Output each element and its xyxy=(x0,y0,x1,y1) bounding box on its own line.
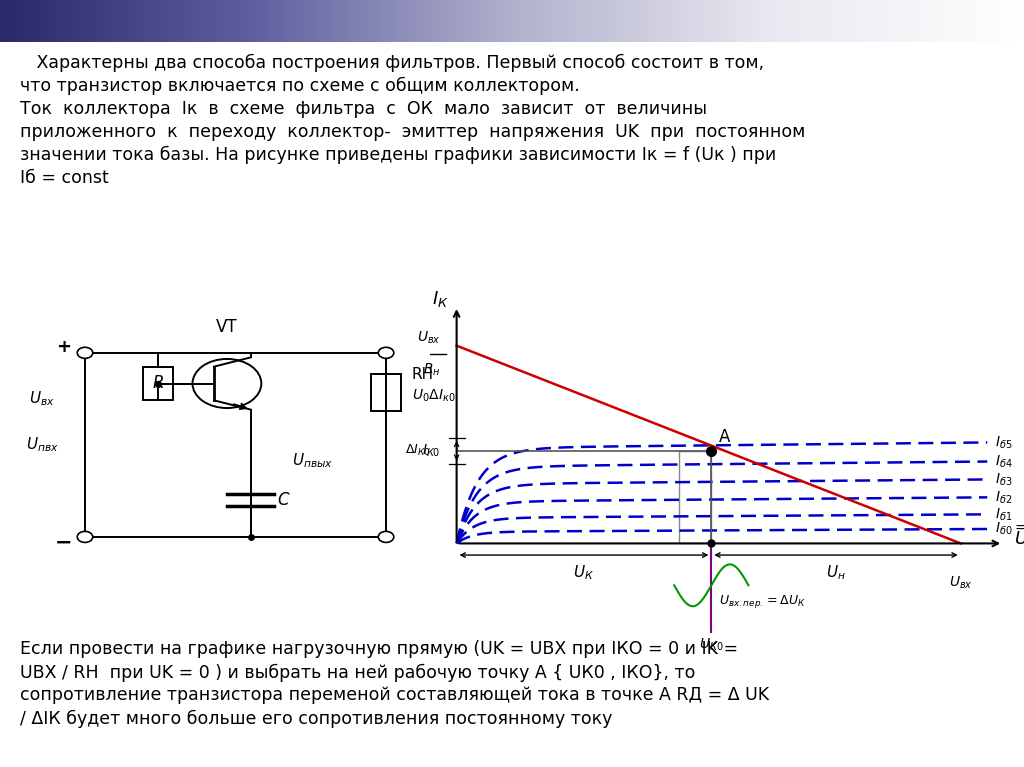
Text: $I_{б0}=0$: $I_{б0}=0$ xyxy=(995,521,1024,537)
Text: $U_К$: $U_К$ xyxy=(1014,528,1024,548)
Text: $I_{К0}$: $I_{К0}$ xyxy=(422,443,440,459)
Bar xyxy=(143,367,173,400)
Text: $U_0 \Delta I_{к0}$: $U_0 \Delta I_{к0}$ xyxy=(412,387,456,404)
Text: $U_{вх}$: $U_{вх}$ xyxy=(29,390,55,408)
Text: +: + xyxy=(56,337,71,356)
Circle shape xyxy=(77,347,93,358)
Text: $I_{б3}$: $I_{б3}$ xyxy=(995,471,1013,488)
Text: VT: VT xyxy=(216,318,238,336)
Circle shape xyxy=(378,347,394,358)
Text: $R_н$: $R_н$ xyxy=(423,362,440,378)
Text: $I_{б2}$: $I_{б2}$ xyxy=(995,489,1013,505)
Text: $U_{п вых}$: $U_{п вых}$ xyxy=(292,451,334,469)
Bar xyxy=(371,374,401,411)
Text: R: R xyxy=(153,374,164,393)
Text: $I_{б5}$: $I_{б5}$ xyxy=(995,434,1013,451)
Text: $I_К$: $I_К$ xyxy=(432,289,450,309)
Text: A: A xyxy=(719,428,731,446)
Text: Характерны два способа построения фильтров. Первый способ состоит в том,
что тра: Характерны два способа построения фильтр… xyxy=(20,54,806,187)
Text: C: C xyxy=(278,491,289,509)
Text: $U_{п вх}$: $U_{п вх}$ xyxy=(26,436,58,454)
Text: $U_{вх}$: $U_{вх}$ xyxy=(417,329,440,346)
Text: $U_{вх.пер.}=\Delta U_К$: $U_{вх.пер.}=\Delta U_К$ xyxy=(719,593,806,610)
Text: $I_{б4}$: $I_{б4}$ xyxy=(995,453,1013,469)
Text: $U_К$: $U_К$ xyxy=(573,563,595,582)
Text: $U_{вх}$: $U_{вх}$ xyxy=(949,574,973,591)
Circle shape xyxy=(378,532,394,542)
Text: $I_{б1}$: $I_{б1}$ xyxy=(995,506,1013,522)
Bar xyxy=(680,451,712,543)
Text: −: − xyxy=(54,533,73,553)
Text: RH: RH xyxy=(412,367,434,382)
Text: $\Delta I_{К0}$: $\Delta I_{К0}$ xyxy=(404,443,430,459)
Circle shape xyxy=(77,532,93,542)
Text: $U_{К0}$: $U_{К0}$ xyxy=(699,637,724,653)
Text: Если провести на графике нагрузочную прямую (UK = UBX при IКО = 0 и IK =
UBX / R: Если провести на графике нагрузочную пря… xyxy=(20,640,769,728)
Text: $U_н$: $U_н$ xyxy=(826,563,846,582)
